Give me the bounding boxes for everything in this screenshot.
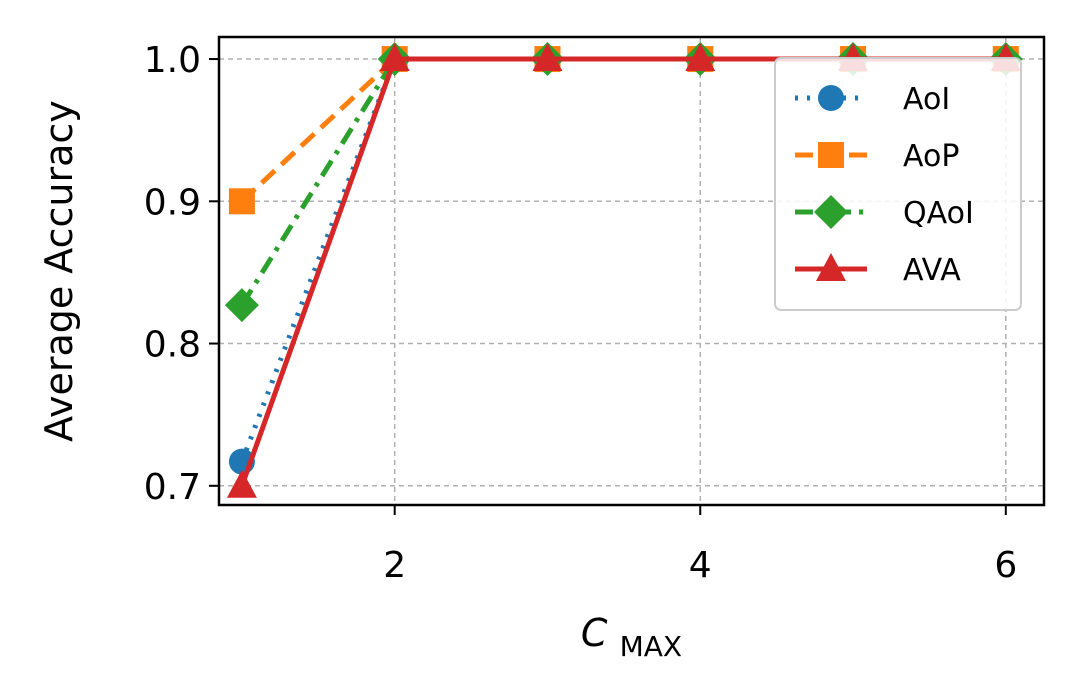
legend-item-qaoi: QAoI	[795, 195, 974, 231]
x-tick-label: 2	[383, 545, 406, 586]
y-tick-label: 1.0	[144, 40, 201, 81]
x-axis-label-main: C	[581, 611, 608, 655]
data-point-ava	[226, 469, 257, 498]
legend-marker-aop	[818, 142, 844, 168]
series-layer	[224, 42, 1023, 498]
plot-frame	[217, 35, 1046, 507]
data-point-aop	[228, 188, 255, 215]
data-point-ava	[532, 43, 563, 72]
legend-item-aop: AoP	[795, 139, 959, 174]
data-point-ava	[379, 43, 410, 72]
x-tick-label: 4	[689, 545, 712, 586]
x-axis-label: C MAX	[581, 611, 682, 663]
data-point-qaoi	[224, 288, 259, 323]
legend-box	[774, 57, 1022, 311]
legend-label-ava: AVA	[903, 253, 961, 288]
data-point-ava	[685, 43, 716, 72]
legend: AoI AoP QAoI AVA	[774, 57, 1022, 311]
legend-label-aop: AoP	[903, 139, 959, 174]
legend-label-aoi: AoI	[903, 82, 950, 117]
y-axis-label: Average Accuracy	[37, 100, 81, 442]
y-tick-label: 0.7	[144, 467, 201, 508]
x-axis-label-subscript: MAX	[620, 630, 683, 663]
legend-marker-aoi	[818, 85, 844, 111]
legend-marker-qaoi	[814, 195, 848, 229]
legend-label-qaoi: QAoI	[903, 196, 974, 231]
x-tick-label: 6	[994, 545, 1017, 586]
y-tick-label: 0.9	[144, 182, 201, 223]
y-tick-label: 0.8	[144, 325, 201, 366]
legend-marker-ava	[816, 253, 846, 281]
ticks: 2 4 6 0.7 0.8 0.9 1.0	[144, 40, 1018, 586]
legend-item-aoi: AoI	[795, 82, 950, 117]
legend-item-ava: AVA	[795, 253, 961, 288]
